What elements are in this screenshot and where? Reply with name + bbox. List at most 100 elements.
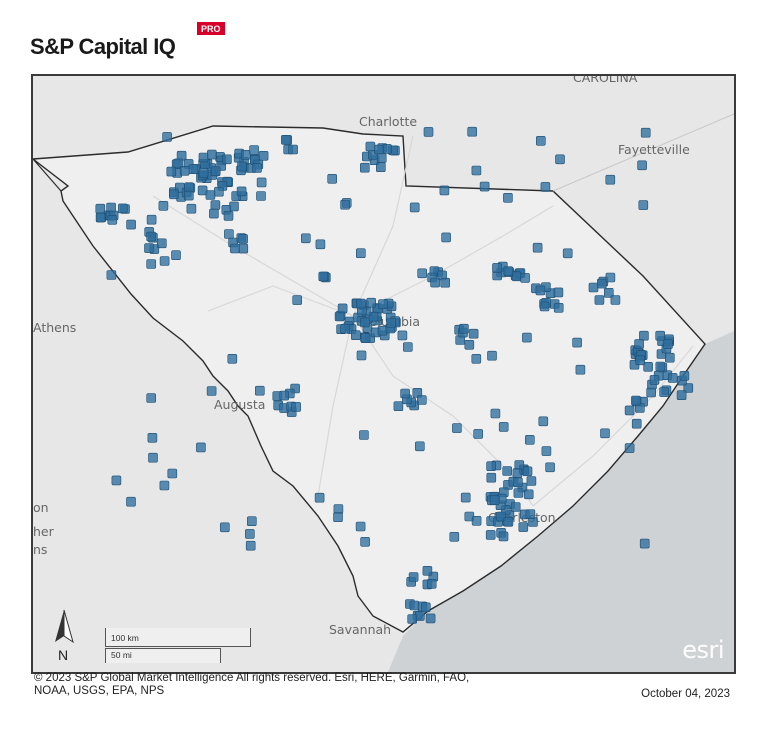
location-marker: [471, 515, 482, 526]
location-marker: [376, 153, 387, 163]
location-marker: [198, 168, 209, 178]
location-marker: [541, 446, 552, 456]
location-marker: [252, 163, 262, 173]
location-marker: [237, 161, 247, 172]
location-marker: [386, 318, 396, 328]
location-marker: [397, 330, 408, 341]
location-marker: [355, 521, 366, 532]
location-marker: [157, 238, 167, 249]
location-marker: [425, 613, 436, 624]
location-marker: [635, 355, 646, 366]
north-arrow-icon: N: [55, 609, 74, 663]
location-marker: [603, 288, 614, 298]
location-marker: [639, 538, 650, 549]
label-athens: Athens: [33, 320, 76, 335]
location-marker: [588, 282, 599, 293]
location-marker: [220, 522, 230, 533]
location-marker: [337, 303, 348, 314]
location-marker: [118, 203, 128, 214]
location-marker: [539, 301, 550, 312]
location-marker: [471, 353, 482, 364]
location-marker: [291, 402, 302, 412]
location-marker: [485, 530, 496, 540]
location-marker: [486, 461, 496, 472]
location-marker: [238, 243, 249, 254]
location-marker: [575, 364, 586, 375]
location-marker: [459, 323, 469, 334]
location-marker: [523, 489, 534, 500]
location-marker: [245, 540, 256, 551]
location-marker: [359, 430, 369, 440]
location-marker: [359, 162, 370, 173]
location-marker: [408, 572, 419, 582]
location-marker: [256, 191, 266, 201]
location-marker: [292, 295, 303, 305]
location-marker: [106, 270, 117, 280]
location-marker: [637, 160, 647, 171]
map-view[interactable]: Charlotte Fayetteville Athens Augusta Co…: [31, 74, 736, 674]
map-credits: © 2023 S&P Global Market Intelligence Al…: [34, 672, 594, 698]
credits-line-1: © 2023 S&P Global Market Intelligence Al…: [34, 672, 470, 684]
location-marker: [514, 460, 525, 470]
location-marker: [167, 468, 178, 479]
location-marker: [422, 565, 433, 576]
label-savannah: Savannah: [329, 622, 391, 637]
location-marker: [382, 144, 392, 154]
location-marker: [333, 512, 343, 523]
location-marker: [318, 271, 329, 282]
location-marker: [146, 214, 157, 225]
location-marker: [249, 145, 259, 155]
location-marker: [555, 154, 565, 165]
location-marker: [513, 488, 524, 498]
location-marker: [144, 243, 154, 253]
location-marker: [360, 536, 370, 547]
location-marker: [365, 141, 376, 152]
scale-bar: 100 km 50 mi: [105, 628, 255, 666]
location-marker: [540, 182, 551, 192]
location-marker: [126, 496, 136, 507]
location-marker: [236, 186, 247, 197]
label-edge-2: her: [33, 524, 55, 539]
location-marker: [605, 174, 616, 185]
location-marker: [511, 271, 522, 282]
location-marker: [146, 231, 156, 242]
label-edge-3: ns: [33, 542, 47, 557]
location-marker: [95, 203, 106, 214]
location-marker: [631, 395, 641, 406]
nc-border-west: [33, 158, 62, 192]
location-marker: [184, 190, 194, 201]
location-marker: [300, 233, 311, 244]
location-marker: [535, 285, 546, 296]
location-marker: [471, 165, 482, 176]
location-marker: [600, 428, 610, 439]
location-marker: [553, 287, 564, 298]
location-marker: [360, 333, 371, 344]
location-marker: [423, 127, 434, 137]
location-marker: [473, 429, 484, 439]
location-marker: [146, 393, 156, 403]
location-marker: [667, 373, 678, 383]
location-marker: [169, 189, 179, 200]
location-marker: [498, 531, 509, 542]
location-marker: [638, 200, 649, 210]
location-marker: [288, 144, 298, 155]
location-marker: [513, 477, 523, 488]
location-marker: [159, 256, 170, 266]
location-marker: [420, 602, 431, 613]
location-marker: [520, 273, 530, 283]
location-marker: [222, 154, 232, 165]
location-marker: [95, 212, 106, 223]
location-marker: [184, 182, 194, 192]
svg-text:N: N: [58, 647, 68, 663]
label-carolina: CAROLINA: [573, 76, 638, 85]
location-marker: [639, 330, 649, 341]
location-marker: [416, 395, 427, 405]
location-marker: [524, 434, 535, 445]
location-marker: [522, 332, 532, 343]
label-edge-1: on: [33, 500, 49, 515]
location-marker: [327, 174, 338, 184]
location-marker: [214, 186, 224, 197]
location-marker: [366, 297, 377, 308]
location-marker: [333, 504, 344, 514]
location-marker: [522, 466, 533, 477]
